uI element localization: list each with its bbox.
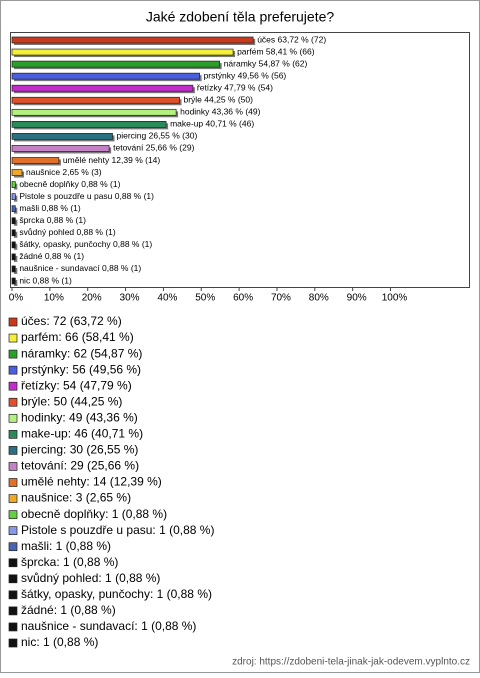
bar xyxy=(11,265,16,273)
legend-label: náramky: 62 (54,87 %) xyxy=(21,346,142,360)
legend-swatch xyxy=(8,349,18,359)
legend-label: tetování: 29 (25,66 %) xyxy=(21,459,139,473)
bar-label: šátky, opasky, punčochy 0,88 % (1) xyxy=(19,239,152,249)
bar-label: brýle 44,25 % (50) xyxy=(183,95,253,105)
bar xyxy=(11,96,180,104)
legend-label: šprcka: 1 (0,88 %) xyxy=(21,555,118,569)
bar-label: naušnice - sundavací 0,88 % (1) xyxy=(19,263,141,273)
x-tick-label: 60% xyxy=(233,293,253,304)
x-tick-label: 40% xyxy=(157,293,177,304)
legend-label: obecně doplňky: 1 (0,88 %) xyxy=(21,507,167,521)
x-tick-label: 10% xyxy=(44,293,64,304)
x-tick-label: 30% xyxy=(120,293,140,304)
bar xyxy=(11,229,16,237)
legend-label: účes: 72 (63,72 %) xyxy=(21,314,122,328)
bar-label: prstýnky 49,56 % (56) xyxy=(204,70,287,80)
bar-label: náramky 54,87 % (62) xyxy=(224,58,308,68)
legend-swatch xyxy=(8,462,18,471)
bar xyxy=(11,193,16,200)
bar xyxy=(11,241,16,249)
bar xyxy=(11,48,234,56)
legend-swatch xyxy=(8,606,18,616)
legend-swatch xyxy=(8,622,18,632)
legend-swatch xyxy=(8,333,18,343)
bar xyxy=(11,169,23,176)
legend-swatch xyxy=(8,542,18,552)
legend-label: parfém: 66 (58,41 %) xyxy=(21,330,134,344)
x-tick-label: 50% xyxy=(195,293,215,304)
legend-swatch xyxy=(8,381,18,391)
legend-swatch xyxy=(8,510,18,519)
legend-swatch xyxy=(8,638,18,648)
bar xyxy=(11,72,200,80)
x-tick-label: 70% xyxy=(271,293,291,304)
bar-label: hodinky 43,36 % (49) xyxy=(180,107,260,117)
legend-swatch xyxy=(8,446,18,455)
bar xyxy=(11,108,177,116)
bar-label: mašli 0,88 % (1) xyxy=(19,203,81,213)
bar-label: řetízky 47,79 % (54) xyxy=(197,82,273,92)
legend-swatch xyxy=(8,574,18,584)
bar-label: tetování 25,66 % (29) xyxy=(113,143,194,153)
legend-label: naušnice: 3 (2,65 %) xyxy=(21,491,131,505)
bar-label: obecně doplňky 0,88 % (1) xyxy=(19,179,120,189)
bar-label: umělé nehty 12,39 % (14) xyxy=(63,155,161,165)
legend-swatch xyxy=(8,526,18,536)
bar xyxy=(11,145,110,152)
legend-label: řetízky: 54 (47,79 %) xyxy=(21,378,132,392)
bar-label: make-up 40,71 % (46) xyxy=(170,119,254,129)
x-tick-label: 80% xyxy=(309,293,329,304)
bar xyxy=(11,36,254,44)
bar-label: žádné 0,88 % (1) xyxy=(19,251,84,261)
legend-label: svůdný pohled: 1 (0,88 %) xyxy=(21,571,160,585)
bar xyxy=(11,84,194,92)
legend-swatch xyxy=(8,558,18,568)
bar xyxy=(11,60,221,68)
bar xyxy=(11,157,60,164)
legend-swatch xyxy=(8,430,18,439)
bar xyxy=(11,181,16,188)
bar-label: Pistole s pouzdře u pasu 0,88 % (1) xyxy=(19,191,154,201)
legend-label: brýle: 50 (44,25 %) xyxy=(21,394,122,408)
legend-label: piercing: 30 (26,55 %) xyxy=(21,443,138,457)
bar xyxy=(11,205,16,213)
bar-label: účes 63,72 % (72) xyxy=(257,34,326,44)
chart-title: Jaké zdobení těla preferujete? xyxy=(146,9,335,25)
legend-label: naušnice - sundavací: 1 (0,88 %) xyxy=(21,619,196,633)
legend-swatch xyxy=(8,494,18,503)
legend-swatch xyxy=(8,397,18,407)
bar-label: svůdný pohled 0,88 % (1) xyxy=(19,227,116,237)
legend-swatch xyxy=(8,478,18,487)
legend-swatch xyxy=(8,590,18,600)
legend-swatch xyxy=(8,317,18,327)
bar xyxy=(11,253,16,261)
legend-label: žádné: 1 (0,88 %) xyxy=(21,603,116,617)
legend-swatch xyxy=(8,413,18,423)
bar-label: naušnice 2,65 % (3) xyxy=(26,167,102,177)
bar xyxy=(11,133,113,140)
legend-label: prstýnky: 56 (49,56 %) xyxy=(21,362,141,376)
bar xyxy=(11,120,167,128)
x-tick-label: 90% xyxy=(347,293,367,304)
bar xyxy=(11,277,16,285)
legend-label: mašli: 1 (0,88 %) xyxy=(21,539,111,553)
legend-label: Pistole s pouzdře u pasu: 1 (0,88 %) xyxy=(21,523,214,537)
source: zdroj: https://zdobeni-tela-jinak-jak-od… xyxy=(232,657,470,668)
bar-label: parfém 58,41 % (66) xyxy=(237,46,315,56)
x-tick-label: 20% xyxy=(82,293,102,304)
bar xyxy=(11,217,16,225)
legend-label: šátky, opasky, punčochy: 1 (0,88 %) xyxy=(21,587,212,601)
legend-swatch xyxy=(8,365,18,375)
bar-label: piercing 26,55 % (30) xyxy=(116,131,197,141)
legend-label: umělé nehty: 14 (12,39 %) xyxy=(21,475,162,489)
legend-label: hodinky: 49 (43,36 %) xyxy=(21,410,138,424)
x-tick-label: 0% xyxy=(9,293,24,304)
legend-label: make-up: 46 (40,71 %) xyxy=(21,427,143,441)
x-tick-label: 100% xyxy=(382,293,408,304)
bar-label: šprcka 0,88 % (1) xyxy=(19,215,86,225)
bar-label: nic 0,88 % (1) xyxy=(19,275,72,285)
legend-label: nic: 1 (0,88 %) xyxy=(21,635,98,649)
